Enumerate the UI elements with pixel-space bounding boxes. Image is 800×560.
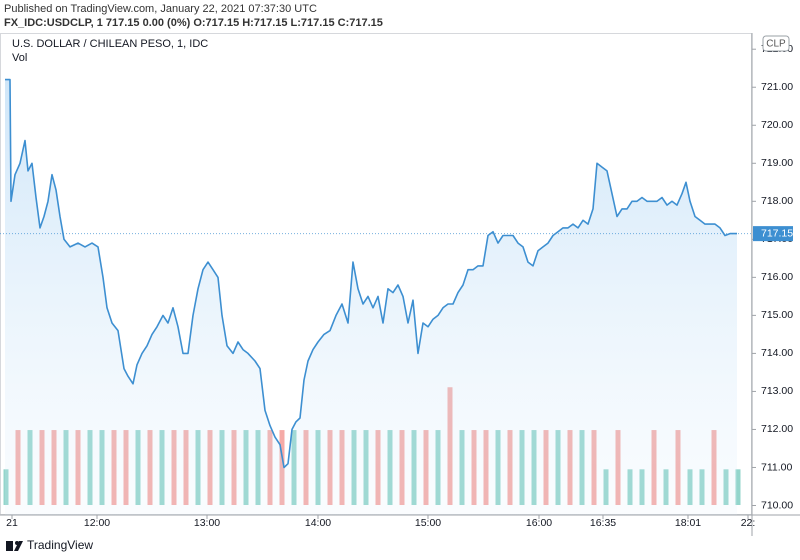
x-tick-label: 12:00 — [84, 517, 110, 529]
last-price-label: 717.15 — [761, 227, 793, 239]
x-tick-label: 16:35 — [590, 517, 616, 529]
y-tick-label: 714.00 — [761, 347, 793, 359]
volume-bar — [735, 469, 741, 505]
series-title: U.S. DOLLAR / CHILEAN PESO, 1, IDC — [12, 38, 208, 50]
volume-legend: Vol — [12, 52, 27, 64]
x-tick-label: 16:00 — [526, 517, 552, 529]
y-tick-label: 712.00 — [761, 423, 793, 435]
y-tick-label: 713.00 — [761, 385, 793, 397]
y-tick-label: 716.00 — [761, 271, 793, 283]
y-tick-label: 711.00 — [761, 461, 792, 473]
y-tick-label: 718.00 — [761, 195, 793, 207]
x-tick-label: 21 — [6, 517, 18, 529]
brand-logo — [6, 541, 23, 551]
currency-badge — [762, 35, 790, 52]
x-tick-label: 13:00 — [194, 517, 220, 529]
axes-layer: 710.00 711.00 712.00 713.00 714.00 715.00 716.… — [6, 43, 793, 529]
x-tick-label: 18:01 — [675, 517, 701, 529]
y-tick-label: 710.00 — [761, 499, 793, 511]
y-tick-label: 719.00 — [761, 157, 793, 169]
y-tick-label: 721.00 — [761, 81, 793, 93]
published-line: Published on TradingView.com, January 22… — [4, 3, 317, 15]
brand-name: TradingView — [27, 538, 93, 552]
currency-label: CLP — [766, 39, 786, 50]
price-area — [5, 79, 737, 515]
price-layer — [0, 78, 752, 515]
y-tick-label: 720.00 — [761, 119, 793, 131]
x-tick-label: 15:00 — [415, 517, 441, 529]
y-tick-label: 715.00 — [761, 309, 793, 321]
price-line — [5, 78, 737, 469]
quote-line: FX_IDC:USDCLP, 1 717.15 0.00 (0%) O:717.… — [4, 17, 383, 29]
x-tick-label: 22: — [741, 517, 756, 529]
last-price-badge — [753, 226, 793, 242]
x-tick-label: 14:00 — [305, 517, 331, 529]
